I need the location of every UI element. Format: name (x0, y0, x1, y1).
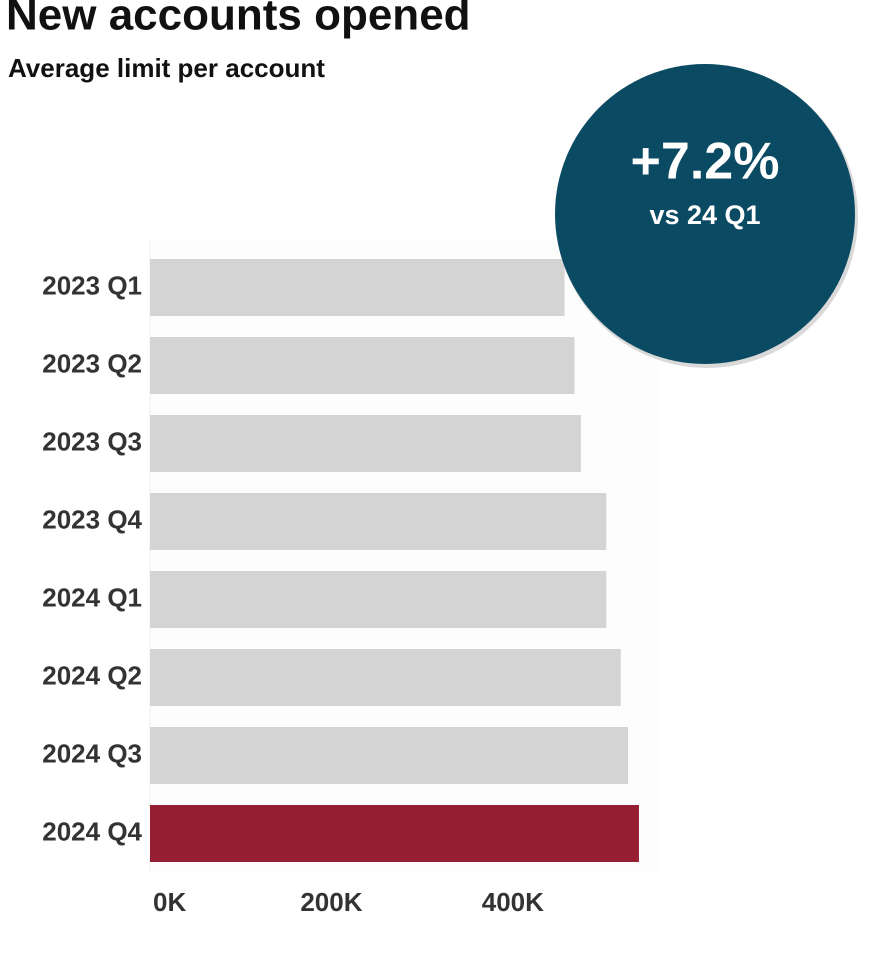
x-tick-label: 0K (153, 887, 186, 917)
badge-label: vs 24 Q1 (649, 200, 760, 230)
y-tick-label: 2023 Q3 (42, 426, 142, 456)
y-tick-label: 2024 Q3 (42, 738, 142, 768)
bar (150, 415, 581, 472)
y-tick-label: 2023 Q1 (42, 270, 142, 300)
y-tick-label: 2024 Q4 (42, 816, 142, 846)
badge-value: +7.2% (631, 133, 780, 191)
bar (150, 493, 607, 550)
badge (555, 64, 855, 364)
chart-subtitle: Average limit per account (8, 53, 325, 83)
bar (150, 571, 607, 628)
y-tick-label: 2024 Q2 (42, 660, 142, 690)
x-tick-label: 400K (482, 887, 544, 917)
y-tick-label: 2024 Q1 (42, 582, 142, 612)
y-tick-label: 2023 Q4 (42, 504, 142, 534)
bar (150, 805, 639, 862)
chart-title: New accounts opened (6, 0, 471, 40)
bar (150, 259, 565, 316)
bar (150, 727, 629, 784)
bar (150, 337, 575, 394)
y-tick-label: 2023 Q2 (42, 348, 142, 378)
bar (150, 649, 621, 706)
x-tick-label: 200K (300, 887, 362, 917)
